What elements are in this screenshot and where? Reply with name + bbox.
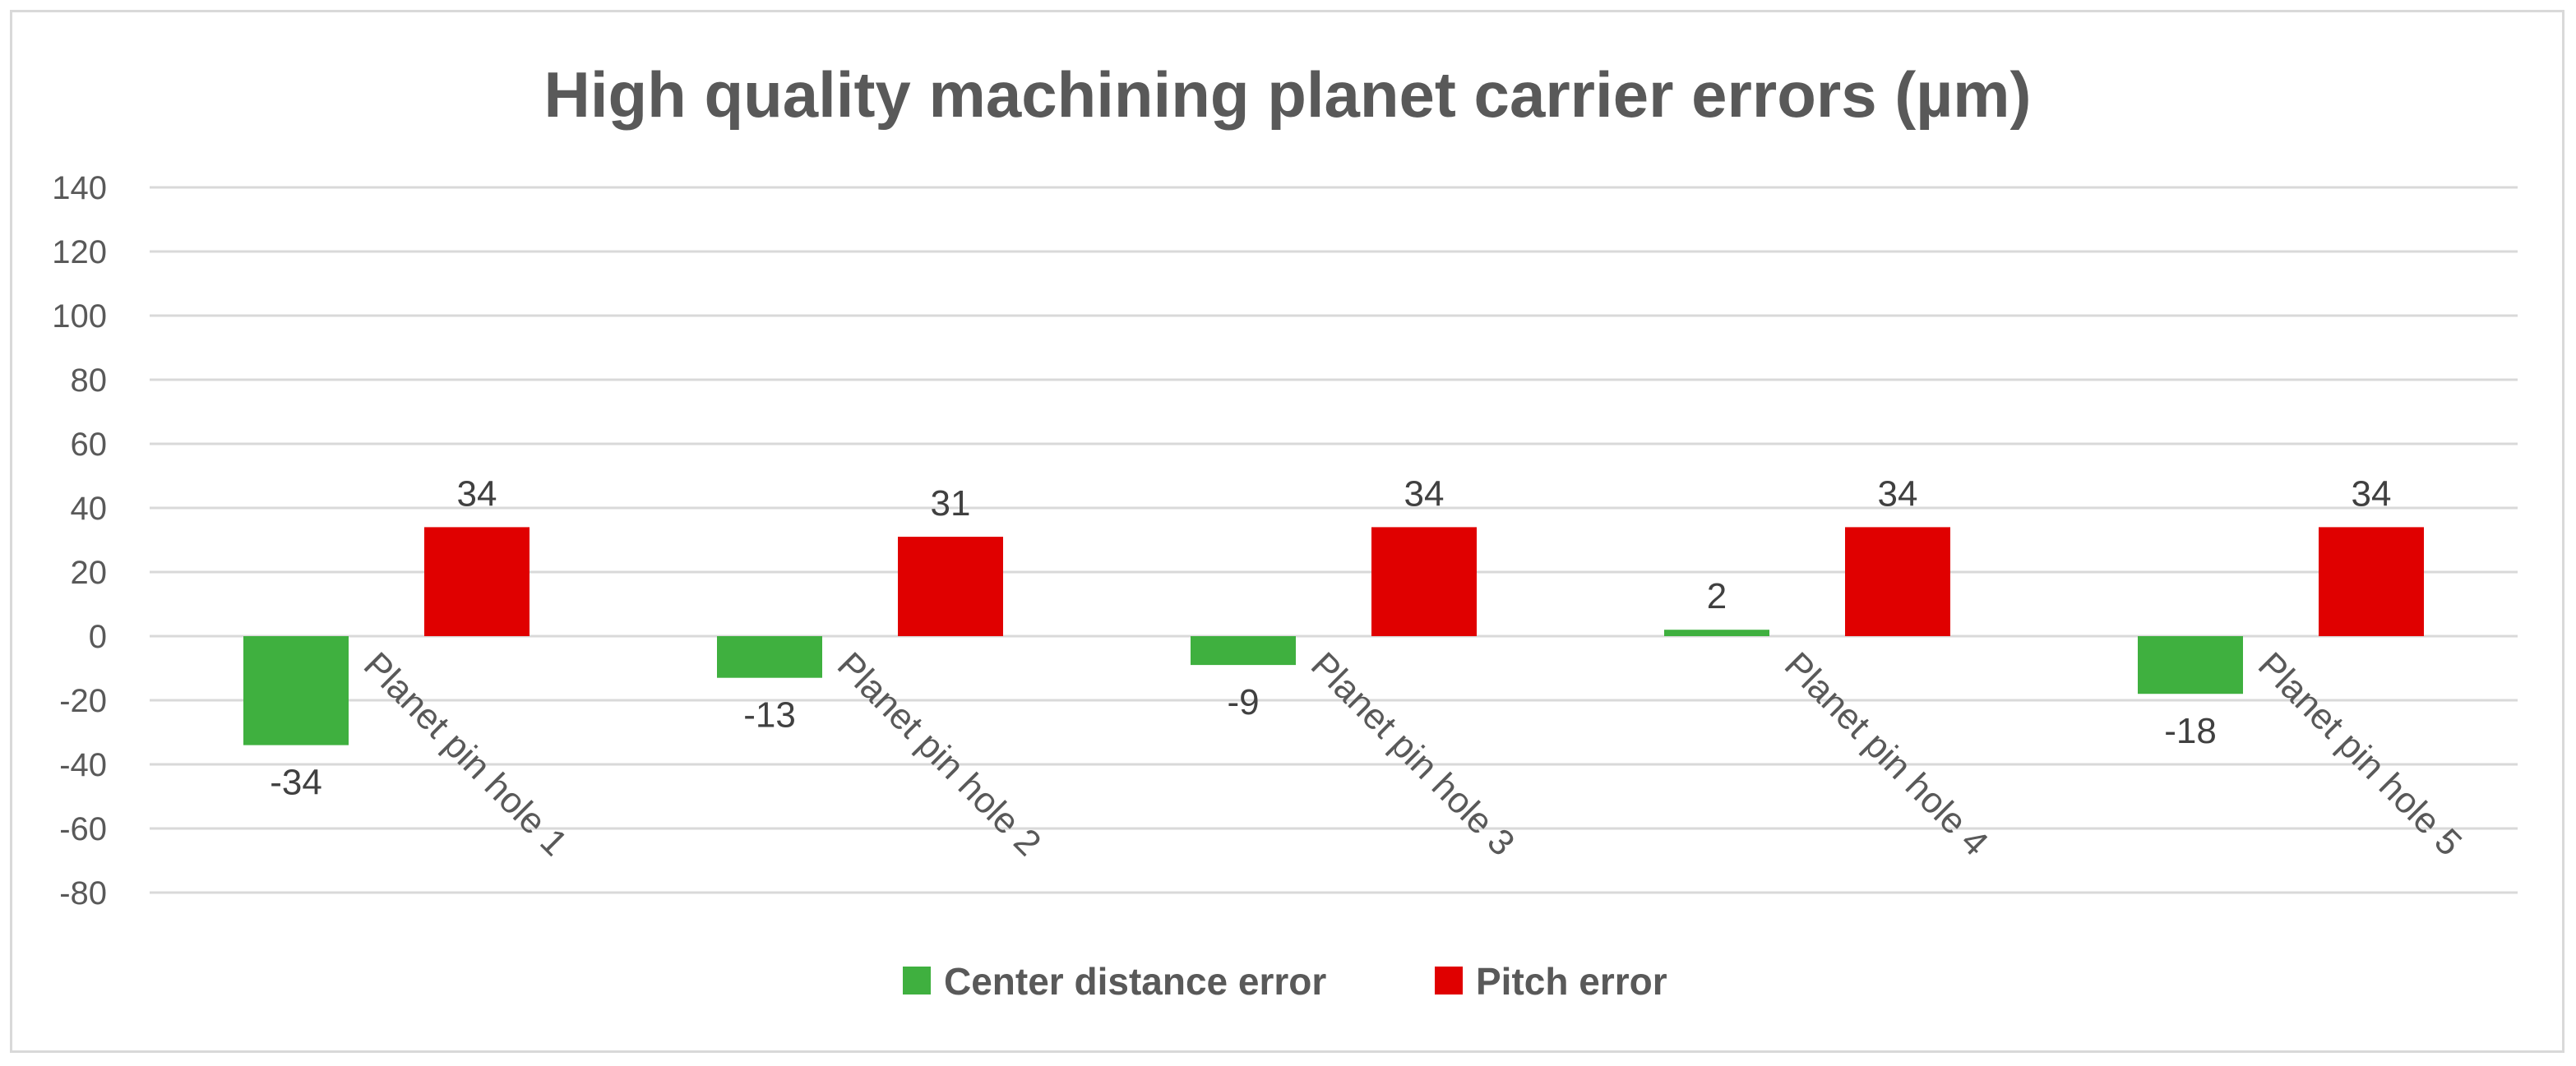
y-tick-label: 140 bbox=[52, 170, 107, 206]
bar-pitch-5 bbox=[2319, 527, 2424, 636]
legend: Center distance error Pitch error bbox=[903, 960, 1667, 1003]
bar-center-distance-1 bbox=[243, 636, 349, 745]
legend-label-center-distance: Center distance error bbox=[944, 960, 1326, 1003]
y-tick-label: -20 bbox=[59, 683, 107, 719]
bar-center-distance-2 bbox=[717, 636, 822, 678]
y-tick-label: 100 bbox=[52, 298, 107, 335]
data-label: 31 bbox=[931, 483, 971, 524]
y-tick-label: 120 bbox=[52, 234, 107, 270]
category-label-4: Planet pin hole 4 bbox=[1777, 644, 1996, 863]
data-labels: -34 34 -13 31 -9 34 2 34 -18 34 bbox=[270, 473, 2391, 802]
data-label: -9 bbox=[1227, 682, 1259, 722]
category-label-5: Planet pin hole 5 bbox=[2250, 644, 2469, 863]
bar-pitch-3 bbox=[1371, 527, 1477, 636]
gridlines bbox=[150, 186, 2518, 894]
data-label: -34 bbox=[270, 763, 322, 803]
category-label-1: Planet pin hole 1 bbox=[356, 644, 575, 863]
bar-pitch-1 bbox=[424, 527, 530, 636]
bar-pitch-2 bbox=[898, 537, 1003, 636]
legend-swatch-pitch bbox=[1435, 967, 1463, 994]
data-label: 34 bbox=[1878, 473, 1918, 514]
y-tick-label: -40 bbox=[59, 747, 107, 783]
y-tick-label: -80 bbox=[59, 875, 107, 911]
bar-center-distance-4 bbox=[1664, 630, 1769, 636]
y-tick-label: 20 bbox=[71, 555, 108, 591]
y-axis-tick-labels: 140 120 100 80 60 40 20 0 -20 -40 -60 -80 bbox=[52, 170, 107, 911]
y-tick-label: 60 bbox=[71, 427, 108, 463]
data-label: 34 bbox=[457, 473, 497, 514]
legend-swatch-center-distance bbox=[903, 967, 931, 994]
bar-pitch-4 bbox=[1845, 527, 1950, 636]
data-label: -13 bbox=[743, 695, 796, 736]
bar-center-distance-3 bbox=[1191, 636, 1296, 666]
category-label-3: Planet pin hole 3 bbox=[1303, 644, 1522, 863]
chart-title: High quality machining planet carrier er… bbox=[543, 58, 2031, 131]
bar-center-distance-5 bbox=[2138, 636, 2243, 695]
data-label: 2 bbox=[1707, 576, 1727, 616]
data-label: 34 bbox=[1404, 473, 1445, 514]
y-tick-label: -60 bbox=[59, 811, 107, 847]
category-label-2: Planet pin hole 2 bbox=[830, 644, 1048, 863]
legend-label-pitch: Pitch error bbox=[1476, 960, 1667, 1003]
data-label: 34 bbox=[2352, 473, 2392, 514]
y-tick-label: 40 bbox=[71, 491, 108, 527]
bars bbox=[243, 527, 2424, 745]
y-tick-label: 80 bbox=[71, 362, 108, 399]
y-tick-label: 0 bbox=[89, 619, 107, 655]
data-label: -18 bbox=[2164, 711, 2217, 751]
